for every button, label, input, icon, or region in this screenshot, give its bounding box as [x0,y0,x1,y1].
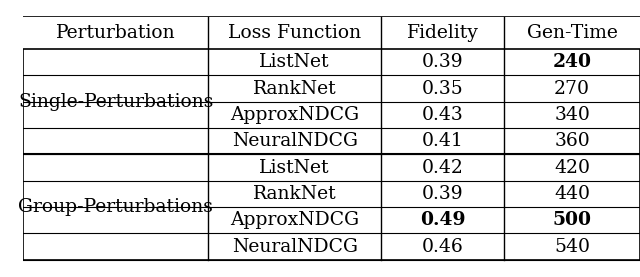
Text: 0.35: 0.35 [422,80,463,98]
Text: 0.43: 0.43 [422,106,463,124]
Text: Fidelity: Fidelity [406,24,479,42]
Text: Perturbation: Perturbation [56,24,175,42]
Text: 0.49: 0.49 [420,211,465,229]
Text: 0.39: 0.39 [422,53,463,71]
Text: ListNet: ListNet [259,159,330,176]
Text: 0.39: 0.39 [422,185,463,203]
Text: 360: 360 [554,132,590,150]
Bar [23,17,640,49]
Text: 0.41: 0.41 [422,132,463,150]
Bar [23,17,640,260]
Text: Loss Function: Loss Function [228,24,361,42]
Text: RankNet: RankNet [253,80,337,98]
Text: Gen-Time: Gen-Time [527,24,618,42]
Text: 540: 540 [554,238,590,255]
Text: NeuralNDCG: NeuralNDCG [232,132,358,150]
Text: 0.42: 0.42 [422,159,463,176]
Text: 440: 440 [554,185,590,203]
Text: 420: 420 [554,159,590,176]
Text: 340: 340 [554,106,590,124]
Text: 240: 240 [553,53,591,71]
Text: ApproxNDCG: ApproxNDCG [230,211,359,229]
Text: ListNet: ListNet [259,53,330,71]
Text: ApproxNDCG: ApproxNDCG [230,106,359,124]
Text: 270: 270 [554,80,590,98]
Text: RankNet: RankNet [253,185,337,203]
Text: 0.46: 0.46 [422,238,463,255]
Text: NeuralNDCG: NeuralNDCG [232,238,358,255]
Text: Group-Perturbations: Group-Perturbations [19,198,213,216]
Text: 500: 500 [553,211,591,229]
Text: Single-Perturbations: Single-Perturbations [18,93,214,111]
